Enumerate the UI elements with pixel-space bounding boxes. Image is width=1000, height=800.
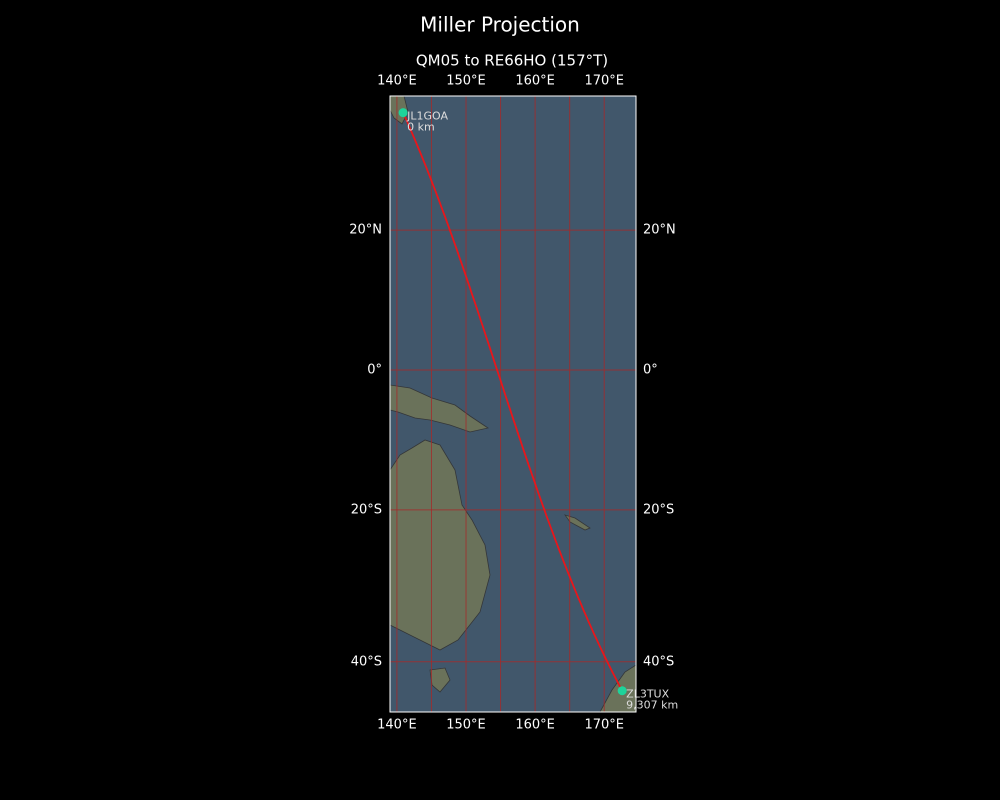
x-tick-label-bottom: 150°E [446,718,486,733]
y-tick-label-right: 40°S [643,654,674,669]
figure-title: Miller Projection [420,13,580,37]
x-tick-label-bottom: 160°E [515,718,555,733]
map-frame [389,95,637,713]
y-tick-label-right: 20°S [643,502,674,517]
station-marker [398,108,408,118]
y-tick-label-left: 40°S [351,654,382,669]
route [402,112,623,692]
x-tick-label-top: 150°E [446,74,486,89]
y-tick-label-left: 0° [367,363,382,378]
station-name: ZL3TUX [626,688,669,701]
station-distance: 9,307 km [626,699,678,712]
station-name: JL1GOA [406,110,448,123]
x-tick-label-top: 170°E [584,74,624,89]
y-tick-label-left: 20°N [349,223,382,238]
y-tick-label-right: 20°N [643,223,676,238]
station-distance: 0 km [407,121,435,134]
y-tick-label-right: 0° [643,363,658,378]
grid [390,96,636,712]
station-marker [617,686,627,696]
map-title: QM05 to RE66HO (157°T) [416,52,608,70]
x-tick-label-bottom: 140°E [377,718,417,733]
x-tick-label-top: 160°E [515,74,555,89]
x-tick-label-bottom: 170°E [584,718,624,733]
x-tick-label-top: 140°E [377,74,417,89]
land [390,96,636,712]
y-tick-label-left: 20°S [351,502,382,517]
